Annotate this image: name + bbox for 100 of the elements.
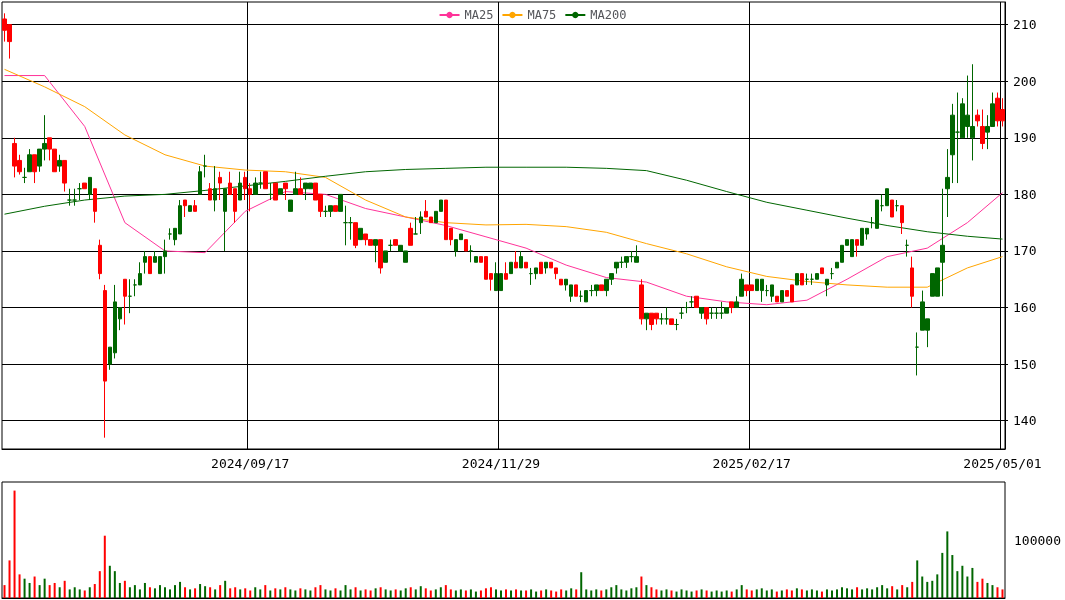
- bar: [88, 587, 91, 598]
- bar: [665, 589, 668, 598]
- bar: [851, 589, 854, 598]
- bar: [1001, 589, 1004, 598]
- bar: [770, 589, 773, 598]
- bar: [73, 587, 76, 598]
- bar: [123, 580, 126, 598]
- candlestick: [408, 222, 413, 246]
- bar: [169, 589, 171, 598]
- bar: [189, 589, 192, 598]
- candlestick: [419, 210, 423, 235]
- x-tick-label: 2025/05/01: [963, 456, 1042, 471]
- bar: [720, 591, 723, 598]
- bar: [926, 581, 929, 598]
- bar: [861, 589, 864, 598]
- bar: [891, 586, 894, 598]
- bar: [394, 589, 397, 598]
- bar: [640, 576, 643, 598]
- bar: [795, 588, 798, 598]
- bar: [53, 582, 56, 598]
- candlestick: [514, 250, 518, 269]
- bar: [921, 576, 924, 598]
- candlestick: [694, 295, 699, 309]
- x-tick-label: 2024/11/29: [461, 456, 541, 471]
- candlestick: [594, 284, 599, 297]
- bar: [605, 589, 608, 598]
- bar: [284, 587, 287, 598]
- candlestick: [88, 176, 92, 201]
- bar: [339, 590, 342, 598]
- bar: [520, 590, 523, 598]
- candlestick: [413, 216, 418, 235]
- candlestick: [22, 167, 27, 184]
- candlestick: [855, 239, 859, 258]
- candlestick: [98, 239, 102, 280]
- bar: [449, 589, 452, 598]
- bar: [158, 585, 161, 598]
- bar: [580, 572, 583, 598]
- candlestick: [945, 148, 950, 218]
- bar: [249, 590, 252, 598]
- bar: [876, 587, 879, 598]
- candlestick: [93, 188, 97, 224]
- bar: [419, 586, 422, 598]
- candlestick: [910, 256, 914, 309]
- candlestick: [519, 250, 523, 269]
- bar: [690, 591, 693, 598]
- bar: [695, 590, 698, 598]
- bar: [354, 587, 357, 598]
- bar: [846, 588, 849, 598]
- candlestick: [885, 188, 889, 207]
- bar: [565, 590, 568, 598]
- bar: [204, 586, 207, 598]
- bar: [13, 490, 16, 598]
- candlestick: [388, 239, 393, 252]
- bar: [224, 580, 227, 598]
- bar: [38, 585, 41, 598]
- bar: [515, 589, 518, 598]
- y-tick-label: 180: [1013, 186, 1037, 202]
- bar: [404, 588, 407, 598]
- bar: [304, 589, 307, 598]
- candlestick: [980, 109, 985, 150]
- bar: [615, 585, 618, 598]
- bar: [610, 587, 613, 598]
- x-tick-label: 2025/02/17: [712, 456, 791, 471]
- candlestick: [238, 171, 242, 201]
- bar: [58, 587, 61, 598]
- legend-label: MA200: [590, 8, 627, 22]
- bar: [866, 588, 869, 598]
- bar: [986, 582, 989, 598]
- bar: [199, 584, 202, 598]
- bar: [946, 531, 949, 598]
- bar: [550, 590, 553, 598]
- candlestick: [353, 222, 358, 249]
- bar: [931, 580, 934, 598]
- bar: [765, 590, 768, 598]
- bar: [830, 590, 833, 598]
- bar: [234, 587, 237, 598]
- bar: [530, 589, 533, 598]
- bar: [219, 585, 222, 598]
- candlestick: [820, 267, 824, 275]
- bar: [590, 590, 593, 598]
- bar: [600, 590, 603, 598]
- candlestick: [203, 154, 207, 178]
- bar: [494, 589, 497, 598]
- bar: [625, 590, 628, 598]
- bar: [680, 589, 683, 598]
- bar: [279, 589, 282, 598]
- candlestick: [599, 284, 604, 292]
- bar: [28, 582, 31, 598]
- bar: [800, 589, 803, 598]
- bar: [730, 591, 733, 598]
- candlestick: [644, 312, 649, 331]
- bar: [785, 589, 788, 598]
- bar: [760, 588, 763, 598]
- bar: [966, 576, 969, 598]
- bar: [886, 588, 889, 598]
- candlestick: [283, 182, 288, 201]
- candlestick: [699, 307, 704, 320]
- bar: [359, 590, 362, 598]
- candlestick: [729, 301, 734, 314]
- y-tick-label: 150: [1013, 356, 1037, 372]
